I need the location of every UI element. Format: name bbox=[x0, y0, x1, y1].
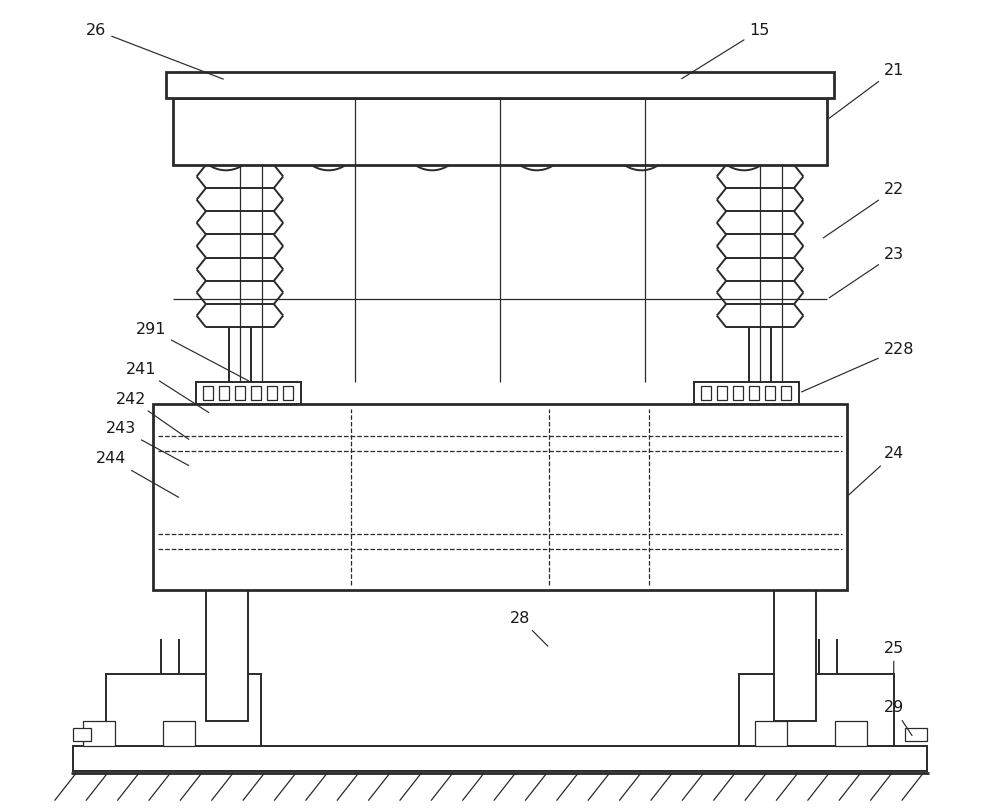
Bar bbox=[739, 674, 894, 746]
Bar bbox=[235, 386, 245, 400]
Text: 25: 25 bbox=[884, 641, 904, 695]
Bar bbox=[765, 386, 775, 400]
Text: 15: 15 bbox=[682, 23, 770, 78]
Text: 23: 23 bbox=[829, 247, 904, 298]
Bar bbox=[153, 404, 847, 591]
Bar bbox=[755, 721, 787, 746]
Bar bbox=[774, 591, 816, 721]
Text: 21: 21 bbox=[829, 62, 904, 118]
Bar bbox=[283, 386, 293, 400]
Bar bbox=[701, 386, 711, 400]
Text: 22: 22 bbox=[823, 182, 904, 238]
Text: 29: 29 bbox=[884, 701, 912, 735]
Bar bbox=[694, 382, 799, 404]
Bar bbox=[196, 382, 301, 404]
Bar bbox=[717, 386, 727, 400]
Bar bbox=[251, 386, 261, 400]
Text: 243: 243 bbox=[106, 421, 189, 465]
Bar bbox=[166, 72, 834, 98]
Bar bbox=[267, 386, 277, 400]
Text: 291: 291 bbox=[136, 322, 248, 381]
Bar bbox=[106, 674, 261, 746]
Text: 28: 28 bbox=[510, 611, 548, 646]
Bar bbox=[781, 386, 791, 400]
Bar bbox=[73, 746, 927, 771]
Bar bbox=[206, 591, 248, 721]
Text: 26: 26 bbox=[86, 23, 223, 79]
Bar bbox=[73, 728, 91, 741]
Bar bbox=[173, 98, 827, 165]
Text: 241: 241 bbox=[126, 362, 209, 413]
Text: 244: 244 bbox=[96, 451, 179, 498]
Bar bbox=[219, 386, 229, 400]
Bar bbox=[203, 386, 213, 400]
Text: 242: 242 bbox=[116, 392, 189, 439]
Bar bbox=[83, 721, 115, 746]
Text: 228: 228 bbox=[802, 341, 914, 392]
Bar bbox=[733, 386, 743, 400]
Bar bbox=[163, 721, 195, 746]
Bar bbox=[835, 721, 867, 746]
Bar bbox=[749, 386, 759, 400]
Text: 24: 24 bbox=[849, 447, 904, 495]
Bar bbox=[905, 728, 927, 741]
